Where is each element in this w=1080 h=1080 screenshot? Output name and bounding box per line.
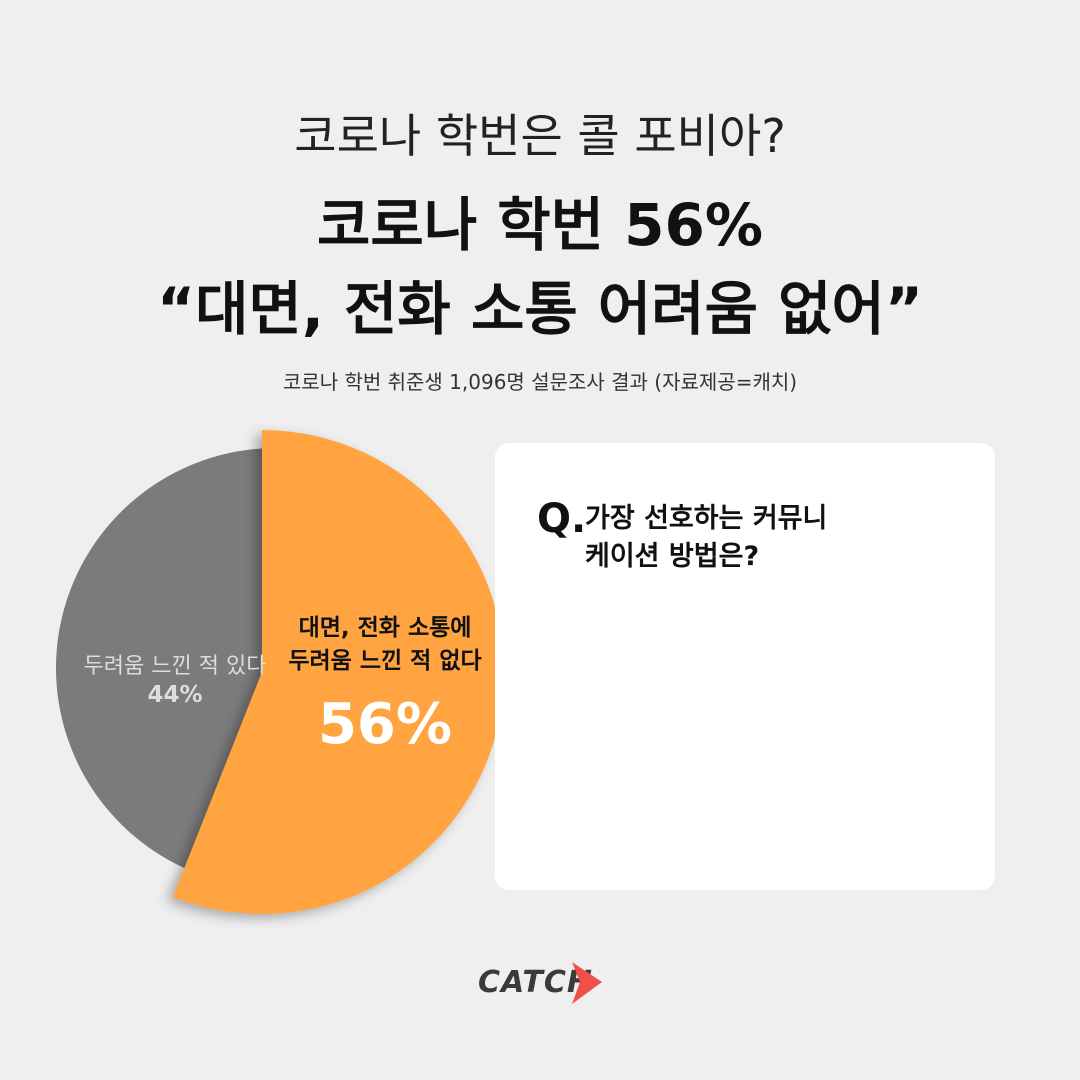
source: 코로나 학번 취준생 1,096명 설문조사 결과 (자료제공=캐치)	[282, 370, 798, 394]
pie-value: 44%	[147, 682, 203, 708]
kicker: 코로나 학번은 콜 포비아?	[294, 109, 786, 163]
card	[495, 443, 995, 890]
headline: “대면, 전화 소통 어려움 없어”	[156, 275, 923, 343]
headline: 코로나 학번 56%	[316, 191, 763, 259]
pie-slice	[56, 448, 276, 873]
question-mark: Q.	[537, 496, 587, 542]
pie-value: 56%	[317, 692, 453, 757]
pie-label: 대면, 전화 소통에 두려움 느낀 적 없다	[288, 615, 482, 674]
pie-label: 두려움 느낀 적 있다	[83, 654, 267, 679]
pie-slice	[172, 430, 504, 914]
logo: CATCH	[478, 965, 593, 1000]
bar-title: 가장 선호하는 커뮤니케이션 방법은?	[585, 503, 828, 572]
